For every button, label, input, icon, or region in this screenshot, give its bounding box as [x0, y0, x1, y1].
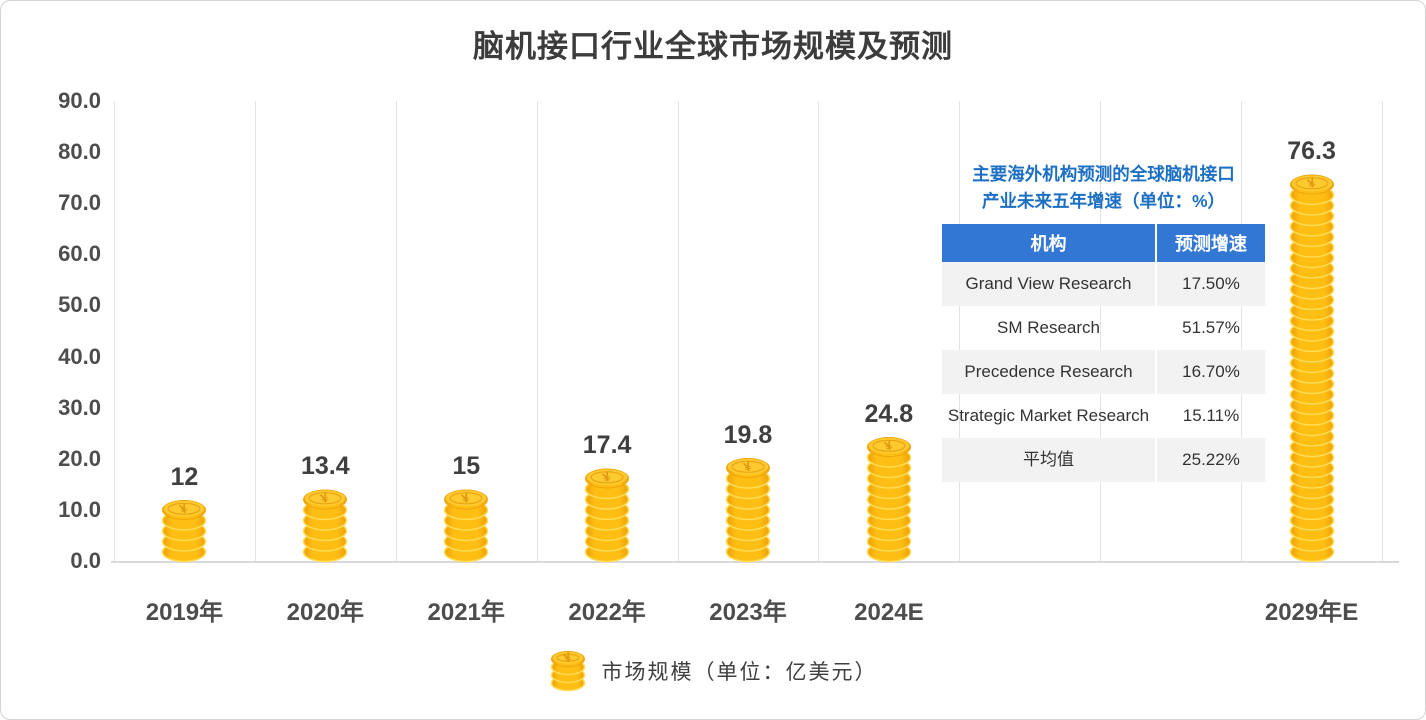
x-axis-label: 2019年	[145, 599, 224, 626]
gridline	[959, 101, 961, 561]
bar: ¥	[583, 467, 631, 563]
bar: ¥	[724, 457, 772, 563]
growth-cell: 15.11%	[1155, 394, 1265, 438]
column-header-growth: 预测增速	[1155, 224, 1265, 262]
institution-cell: 平均值	[1023, 450, 1074, 469]
y-tick-label: 10.0	[58, 496, 101, 522]
bar-value-label: 24.8	[864, 400, 914, 428]
y-tick-label: 70.0	[58, 190, 101, 216]
gridline	[395, 101, 397, 561]
gridline	[818, 101, 820, 561]
x-axis-label: 2022年	[568, 599, 646, 626]
bar: ¥	[442, 488, 490, 563]
bar-value-label: 12	[170, 463, 199, 491]
bar-value-label: 13.4	[300, 452, 350, 480]
bar: ¥	[865, 436, 913, 563]
inset-table: 主要海外机构预测的全球脑机接口 产业未来五年增速（单位：%） 机构 预测增速 G…	[942, 161, 1265, 482]
x-axis-label: 2021年	[427, 599, 505, 626]
institution-cell: Strategic Market Research	[947, 406, 1150, 425]
x-axis-line	[111, 561, 1399, 563]
table-header-row: 机构 预测增速	[942, 224, 1265, 262]
inset-table-title-line2: 产业未来五年增速（单位：%）	[981, 191, 1226, 211]
gridline	[1382, 101, 1383, 561]
bar-value-label: 19.8	[723, 421, 773, 449]
growth-cell: 16.70%	[1155, 350, 1265, 394]
y-tick-label: 0.0	[70, 548, 101, 573]
inset-table-title-line1: 主要海外机构预测的全球脑机接口	[972, 164, 1235, 184]
gridline	[1100, 101, 1102, 561]
y-tick-label: 50.0	[58, 292, 101, 318]
y-tick-label: 90.0	[58, 88, 101, 113]
gridline	[114, 101, 115, 561]
growth-cell: 25.22%	[1155, 438, 1265, 482]
gridline	[536, 101, 538, 561]
bar-value-label: 17.4	[582, 431, 632, 459]
y-tick-label: 80.0	[58, 139, 101, 165]
y-tick-label: 60.0	[58, 241, 101, 267]
growth-cell: 17.50%	[1155, 262, 1265, 306]
bar-value-label: 15	[452, 452, 481, 480]
x-axis-label: 2023年	[709, 599, 787, 626]
table-row: 平均值 25.22%	[942, 438, 1265, 482]
x-axis-label: 2029年E	[1264, 599, 1359, 626]
x-axis-label: 2024E	[854, 599, 924, 626]
coin-stack-icon: ¥	[549, 650, 587, 692]
forecast-table: 机构 预测增速 Grand View Research 17.50% SM Re…	[942, 224, 1265, 482]
table-row: SM Research 51.57%	[942, 306, 1265, 350]
institution-cell: Grand View Research	[965, 274, 1132, 293]
bar: ¥	[160, 499, 208, 563]
bar-value-label: 76.3	[1287, 137, 1336, 165]
institution-cell: Precedence Research	[964, 362, 1133, 381]
x-axis-label: 2020年	[286, 599, 365, 626]
bar: ¥	[1288, 173, 1336, 563]
table-row: Strategic Market Research 15.11%	[942, 394, 1265, 438]
column-header-institution: 机构	[942, 224, 1156, 262]
table-row: Precedence Research 16.70%	[942, 350, 1265, 394]
legend-label: 市场规模（单位：亿美元）	[601, 660, 878, 684]
inset-table-title: 主要海外机构预测的全球脑机接口 产业未来五年增速（单位：%）	[942, 161, 1265, 215]
y-tick-label: 30.0	[58, 394, 101, 420]
chart-title: 脑机接口行业全球市场规模及预测	[473, 29, 953, 64]
bar: ¥	[301, 488, 349, 563]
growth-cell: 51.57%	[1155, 306, 1265, 350]
gridline	[677, 101, 679, 561]
y-tick-label: 40.0	[58, 343, 101, 369]
table-row: Grand View Research 17.50%	[942, 262, 1265, 306]
gridline	[254, 101, 256, 561]
legend: ¥ 市场规模（单位：亿美元）	[1, 643, 1425, 699]
institution-cell: SM Research	[997, 318, 1100, 337]
y-tick-label: 20.0	[58, 445, 101, 471]
